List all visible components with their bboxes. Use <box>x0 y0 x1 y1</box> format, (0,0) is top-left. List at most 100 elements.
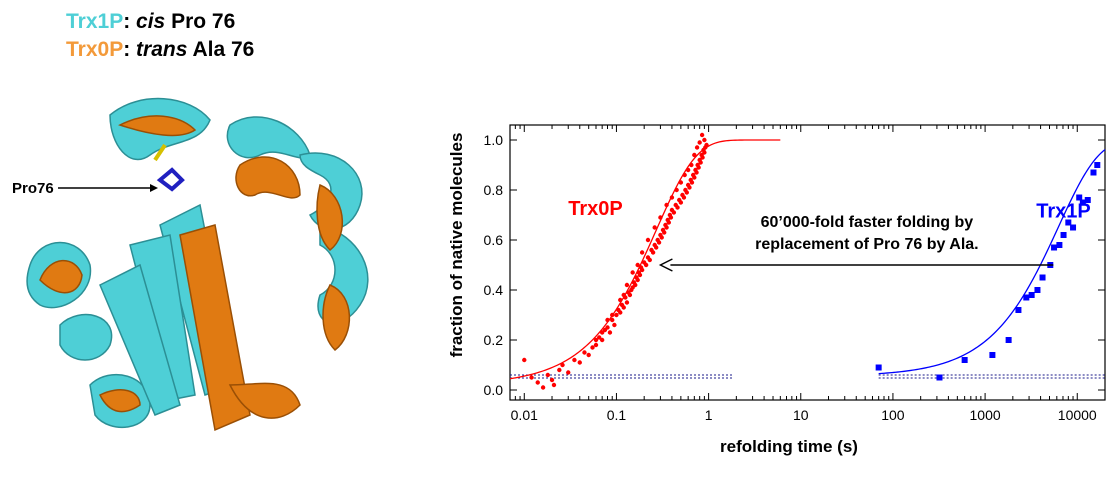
data-point-trx0p <box>692 175 697 180</box>
data-point-trx1p <box>1051 244 1058 251</box>
data-point-trx0p <box>684 190 689 195</box>
data-point-trx1p <box>1079 199 1086 206</box>
y-tick-label: 0.6 <box>484 232 504 248</box>
data-point-trx0p <box>685 167 691 173</box>
data-point-trx0p <box>572 357 577 363</box>
data-point-trx1p <box>1084 197 1091 203</box>
data-point-trx0p <box>605 317 610 323</box>
pro76-pointer-head <box>150 184 158 192</box>
data-point-trx0p <box>582 350 587 355</box>
data-point-trx1p <box>1060 232 1067 238</box>
data-point-trx0p <box>635 277 640 283</box>
data-point-trx1p <box>936 374 943 381</box>
data-point-trx0p <box>653 245 659 250</box>
legend-rest: Ala 76 <box>187 38 255 61</box>
data-point-trx1p <box>1094 162 1101 168</box>
data-point-trx0p <box>586 352 591 358</box>
data-point-trx0p <box>698 160 703 165</box>
data-point-trx0p <box>689 180 695 185</box>
structure-legend: Trx1P: cis Pro 76 Trx0P: trans Ala 76 <box>66 8 254 64</box>
data-point-trx0p <box>664 225 669 230</box>
y-tick-label: 0.2 <box>484 332 504 348</box>
data-point-trx1p <box>1005 337 1012 343</box>
data-point-trx1p <box>989 352 996 358</box>
fit-curve-trx1p <box>878 149 1106 375</box>
data-point-trx0p <box>694 145 700 150</box>
data-point-trx0p <box>678 200 684 205</box>
data-point-trx0p <box>639 267 645 273</box>
data-point-trx1p <box>1090 169 1097 176</box>
data-point-trx0p <box>687 185 692 190</box>
data-point-trx0p <box>689 162 694 168</box>
data-point-trx0p <box>618 297 623 303</box>
data-point-trx0p <box>675 205 680 210</box>
legend-row-trx1p: Trx1P: cis Pro 76 <box>66 8 254 36</box>
y-tick-label: 0.0 <box>484 382 504 398</box>
data-point-trx1p <box>1076 194 1083 201</box>
data-point-trx0p <box>566 370 571 375</box>
ribbon-orange <box>39 115 351 432</box>
annotation-arrowhead <box>658 258 673 272</box>
data-point-trx0p <box>674 187 679 193</box>
data-point-trx1p <box>1028 292 1035 298</box>
x-tick-label: 1 <box>705 407 713 423</box>
data-point-trx0p <box>621 305 626 310</box>
data-point-trx0p <box>605 325 610 330</box>
data-point-trx0p <box>647 257 652 263</box>
y-tick-label: 0.8 <box>484 182 504 198</box>
data-point-trx0p <box>702 137 707 143</box>
data-point-trx0p <box>618 310 623 315</box>
plot-frame <box>509 124 1106 401</box>
x-tick-label: 10 <box>793 407 809 423</box>
data-point-trx0p <box>643 262 649 268</box>
data-point-trx0p <box>557 367 562 373</box>
series-label-trx1p: Trx1P <box>1036 201 1090 223</box>
data-point-trx0p <box>702 150 707 155</box>
x-axis-label: refolding time (s) <box>720 437 858 456</box>
data-point-trx0p <box>635 262 640 268</box>
x-tick-label: 0.01 <box>511 407 538 423</box>
data-point-trx0p <box>645 237 651 243</box>
data-point-trx0p <box>678 180 684 185</box>
data-point-trx1p <box>1065 219 1072 226</box>
data-point-trx1p <box>1015 307 1022 313</box>
legend-italic: trans <box>136 38 188 61</box>
data-point-trx0p <box>522 357 527 363</box>
protein-structure-image: Pro76 <box>12 97 369 432</box>
data-point-trx0p <box>637 272 643 278</box>
legend-rest: Pro 76 <box>165 10 236 33</box>
data-point-trx0p <box>560 362 565 368</box>
legend-name-trx1p: Trx1P <box>66 10 124 33</box>
data-point-trx0p <box>656 240 662 245</box>
ribbon-cyan <box>26 97 369 429</box>
data-point-trx1p <box>1039 274 1046 281</box>
legend-italic: cis <box>136 10 166 33</box>
chart-fit-curves <box>509 139 1106 380</box>
legend-row-trx0p: Trx0P: trans Ala 76 <box>66 36 254 64</box>
x-tick-label: 10000 <box>1058 407 1097 423</box>
data-point-trx0p <box>682 172 687 178</box>
data-point-trx0p <box>699 132 705 138</box>
data-point-trx0p <box>599 337 605 343</box>
data-point-trx0p <box>671 210 677 215</box>
data-point-trx1p <box>961 357 968 363</box>
data-point-trx1p <box>1034 287 1041 293</box>
chart-baselines <box>510 374 1105 379</box>
data-point-trx0p <box>607 330 613 335</box>
data-point-trx0p <box>633 282 638 288</box>
data-point-trx0p <box>627 292 633 298</box>
data-point-trx1p <box>1056 242 1063 248</box>
data-point-trx0p <box>652 225 657 230</box>
data-point-trx0p <box>612 322 617 328</box>
data-point-trx0p <box>694 170 699 175</box>
data-point-trx0p <box>666 220 672 225</box>
data-point-trx0p <box>540 385 546 390</box>
data-point-trx0p <box>639 250 645 255</box>
y-tick-label: 1.0 <box>484 132 504 148</box>
data-point-trx0p <box>535 380 540 385</box>
data-point-trx0p <box>658 215 663 220</box>
data-point-trx1p <box>875 364 882 371</box>
data-point-trx0p <box>659 235 664 240</box>
legend-name-trx0p: Trx0P <box>66 38 124 61</box>
data-point-trx0p <box>599 330 605 335</box>
